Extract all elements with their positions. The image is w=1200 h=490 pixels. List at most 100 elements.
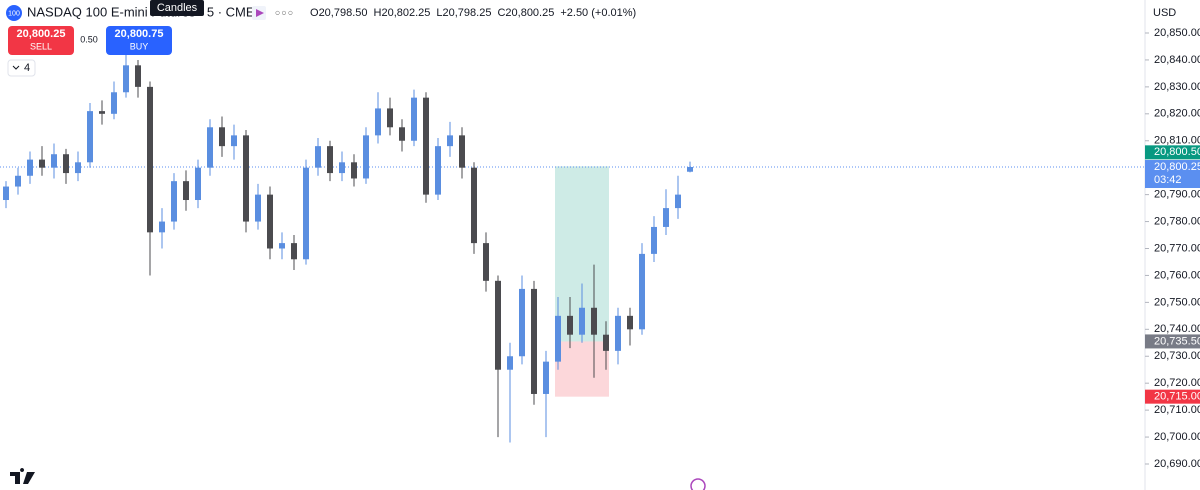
candle-body xyxy=(99,111,105,114)
candle-body xyxy=(447,135,453,147)
ohlc-key: C xyxy=(497,7,505,19)
candle-body xyxy=(639,253,645,330)
candle-body xyxy=(243,135,249,222)
y-tick-label: 20,840.00 xyxy=(1154,54,1200,66)
y-tick-label: 20,770.00 xyxy=(1154,242,1200,254)
y-tick-label: 20,760.00 xyxy=(1154,269,1200,281)
candle-body xyxy=(147,86,153,233)
price-tag xyxy=(1145,334,1200,349)
price-tag-label: 20,800.50 xyxy=(1154,146,1200,158)
candle-body xyxy=(363,135,369,179)
sell-label: SELL xyxy=(30,41,52,51)
candle-body xyxy=(387,108,393,128)
candle-body xyxy=(195,167,201,201)
candle-body xyxy=(183,181,189,201)
candle-body xyxy=(579,307,585,335)
candle-body xyxy=(627,315,633,330)
candle-body xyxy=(291,243,297,260)
candle-body xyxy=(39,159,45,168)
ohlc-key: O xyxy=(310,7,319,19)
candle-body xyxy=(315,146,321,168)
candle-body xyxy=(207,127,213,168)
candle-body xyxy=(231,135,237,147)
candle-body xyxy=(483,243,489,281)
price-tag xyxy=(1145,389,1200,404)
candle-body xyxy=(423,97,429,195)
symbol[interactable]: NASDAQ 100 E-mini Futures · 5 · CME xyxy=(27,4,255,19)
candle-body xyxy=(543,361,549,394)
candle-body xyxy=(159,221,165,233)
candle-body xyxy=(471,167,477,244)
price-tag xyxy=(1145,145,1200,160)
y-tick-label: 20,790.00 xyxy=(1154,189,1200,201)
candle-body xyxy=(351,162,357,179)
price-tag-label: 20,715.00 xyxy=(1154,391,1200,403)
y-tick-label: 20,730.00 xyxy=(1154,350,1200,362)
y-tick-label: 20,740.00 xyxy=(1154,323,1200,335)
candle-body xyxy=(279,243,285,249)
candle-body xyxy=(519,288,525,357)
candle-body xyxy=(75,162,81,174)
candle-body xyxy=(687,167,693,172)
candle-body xyxy=(87,111,93,163)
tooltip: Candles xyxy=(157,2,198,14)
y-tick-label: 20,700.00 xyxy=(1154,431,1200,443)
candle-body xyxy=(435,146,441,195)
price-tag-countdown: 03:42 xyxy=(1154,174,1182,186)
tooltip-bg xyxy=(150,0,204,16)
y-tick-label: 20,720.00 xyxy=(1154,377,1200,389)
logo-text: 100 xyxy=(8,10,20,17)
flag xyxy=(256,9,264,17)
candle-body xyxy=(675,194,681,209)
logo xyxy=(6,5,22,21)
spread: 0.50 xyxy=(80,34,98,44)
y-tick-label: 20,710.00 xyxy=(1154,404,1200,416)
candle-body xyxy=(339,162,345,174)
ohlc-value: 20,800.25 xyxy=(505,7,554,19)
plot xyxy=(0,54,1145,443)
candle-body xyxy=(255,194,261,222)
y-tick-label: 20,850.00 xyxy=(1154,27,1200,39)
ohlc-value: 20,802.25 xyxy=(381,7,430,19)
buy-label: BUY xyxy=(130,41,149,51)
candle-body xyxy=(615,315,621,351)
candle-body xyxy=(555,315,561,362)
stop-zone xyxy=(555,341,609,397)
candle-body xyxy=(531,288,537,394)
ohlc-key: H xyxy=(374,7,382,19)
lightning-icon[interactable] xyxy=(690,478,706,490)
y-tick-label: 20,830.00 xyxy=(1154,81,1200,93)
sell-price: 20,800.25 xyxy=(17,28,66,40)
sell-button[interactable] xyxy=(8,26,74,55)
y-tick-label: 20,690.00 xyxy=(1154,458,1200,470)
candle-body xyxy=(375,108,381,136)
candle-body xyxy=(663,208,669,227)
candle-body xyxy=(411,97,417,141)
candle-body xyxy=(603,334,609,351)
candle-body xyxy=(507,356,513,370)
ohlc: O 20,798.50 H 20,802.25 L 20,798.25 C 20,800.25… xyxy=(310,7,636,19)
candle-body xyxy=(303,167,309,260)
candle-body xyxy=(219,127,225,147)
indicators-count: 4 xyxy=(24,62,30,74)
candle-body xyxy=(267,194,273,249)
ohlc-value: 20,798.25 xyxy=(443,7,492,19)
candle-body xyxy=(591,307,597,335)
candle-body xyxy=(327,146,333,174)
price-tag-label: 20,800.25 xyxy=(1154,161,1200,173)
candle-body xyxy=(15,175,21,187)
price-tag-label: 20,735.50 xyxy=(1154,335,1200,347)
candle-body xyxy=(399,127,405,141)
currency: USD xyxy=(1153,7,1176,19)
candle-body xyxy=(123,65,129,93)
indicators-toggle[interactable] xyxy=(7,59,36,77)
candle-body xyxy=(51,154,57,168)
candle-body xyxy=(171,181,177,222)
more[interactable]: ○○○ xyxy=(275,7,294,17)
candle-body xyxy=(3,186,9,201)
chevron xyxy=(12,65,20,70)
candle-body xyxy=(63,154,69,174)
buy-button[interactable] xyxy=(106,26,172,55)
